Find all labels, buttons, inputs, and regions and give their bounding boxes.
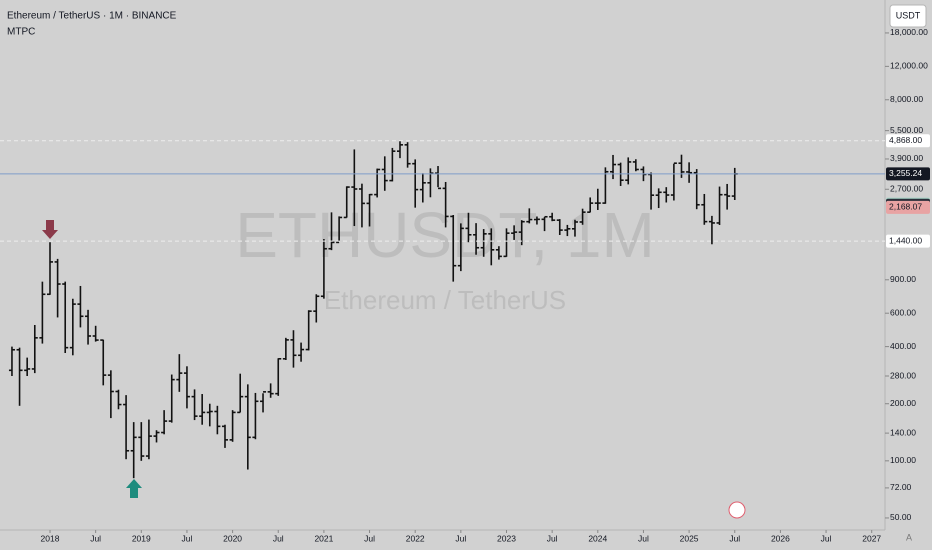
x-tick-label: 2027 <box>862 533 881 543</box>
y-tick-label: 5,500.00 <box>890 125 923 135</box>
price-label: 3,255.24 <box>889 168 922 178</box>
x-tick-label: Jul <box>821 533 832 543</box>
indicator-name: MTPC <box>7 27 35 38</box>
y-tick-label: 140.00 <box>890 427 916 437</box>
x-tick-label: Jul <box>364 533 375 543</box>
x-tick-label: Jul <box>729 533 740 543</box>
price-label-box <box>886 200 930 214</box>
price-label: 4,868.00 <box>889 135 922 145</box>
x-tick-label: Jul <box>273 533 284 543</box>
x-tick-label: Jul <box>638 533 649 543</box>
x-tick-label: Jul <box>547 533 558 543</box>
x-tick-label: Jul <box>455 533 466 543</box>
x-tick-label: 2018 <box>41 533 60 543</box>
sell-arrow <box>42 220 58 239</box>
x-tick-label: 2021 <box>314 533 333 543</box>
y-tick-label: 2,700.00 <box>890 184 923 194</box>
y-tick-label: 900.00 <box>890 274 916 284</box>
x-tick-label: Jul <box>90 533 101 543</box>
y-tick-label: 280.00 <box>890 370 916 380</box>
y-tick-label: 600.00 <box>890 307 916 317</box>
y-tick-label: 100.00 <box>890 455 916 465</box>
x-tick-label: 2020 <box>223 533 242 543</box>
y-tick-label: 400.00 <box>890 341 916 351</box>
y-tick-label: 8,000.00 <box>890 94 923 104</box>
x-tick-label: 2026 <box>771 533 790 543</box>
currency-button[interactable] <box>889 4 927 28</box>
ohlc-bars <box>8 140 738 479</box>
y-tick-label: 18,000.00 <box>890 27 928 37</box>
x-tick-label: 2023 <box>497 533 516 543</box>
price-label-box <box>886 134 930 148</box>
x-tick-label: 2024 <box>588 533 607 543</box>
price-label: 1,440.00 <box>889 235 922 245</box>
y-tick-label: 72.00 <box>890 482 912 492</box>
x-tick-label: 2025 <box>680 533 699 543</box>
currency-label[interactable]: USDT <box>896 10 921 20</box>
auto-scale-button[interactable]: A <box>906 532 912 542</box>
price-label: 2,168.07 <box>889 202 922 212</box>
x-tick-label: 2022 <box>406 533 425 543</box>
x-tick-label: 2019 <box>132 533 151 543</box>
event-marker[interactable] <box>728 501 746 519</box>
y-tick-label: 50.00 <box>890 512 912 522</box>
buy-arrow <box>126 479 142 498</box>
y-tick-label: 3,900.00 <box>890 153 923 163</box>
price-label-box <box>886 167 930 181</box>
price-label-box <box>886 234 930 248</box>
x-tick-label: Jul <box>182 533 193 543</box>
y-tick-label: 200.00 <box>890 398 916 408</box>
symbol-title: Ethereum / TetherUS · 1M · BINANCE <box>7 11 177 22</box>
y-tick-label: 12,000.00 <box>890 61 928 71</box>
watermark-subtitle: Ethereum / TetherUS <box>324 285 566 315</box>
